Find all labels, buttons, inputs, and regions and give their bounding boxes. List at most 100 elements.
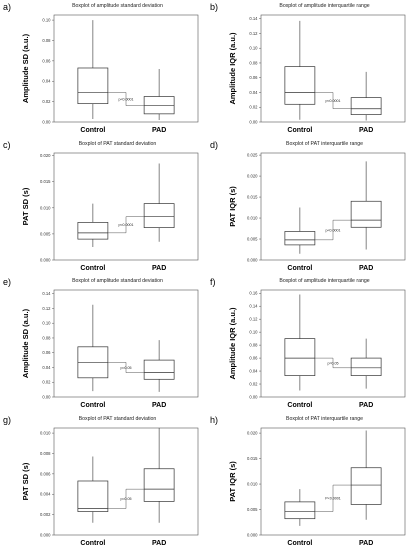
iqr-box	[77, 221, 109, 239]
y-axis-label: PAT SD (s)	[21, 462, 30, 500]
panel-h: h) Boxplot of PAT interquartile range 0.00…	[207, 413, 414, 550]
box-control	[77, 304, 109, 392]
y-tick-label: 0.010	[40, 430, 51, 435]
chart-title: Boxplot of amplitude standard deviation	[72, 278, 163, 284]
y-axis-label: Amplitude SD (a.u.)	[21, 308, 30, 378]
y-tick-label: 0.06	[42, 350, 51, 355]
box-control	[77, 20, 109, 119]
plot-frame	[260, 289, 406, 398]
plot-frame	[260, 427, 406, 535]
panel-label: h)	[210, 414, 219, 425]
panel-label: g)	[3, 414, 12, 425]
y-tick-label: 0.10	[249, 46, 258, 51]
y-tick-label: 0.015	[40, 179, 51, 184]
chart-title: Boxplot of PAT interquartile range	[286, 140, 363, 147]
y-tick-label: 0.12	[249, 31, 258, 36]
box-control	[284, 20, 316, 120]
y-tick-label: 0.08	[42, 38, 51, 43]
x-category-label: PAD	[359, 540, 373, 547]
y-tick-label: 0.02	[42, 380, 51, 385]
y-axis-label: PAT IQR (s)	[228, 460, 237, 501]
y-tick-label: 0.005	[247, 236, 258, 241]
p-value-annotation: p=0.05	[120, 366, 131, 370]
iqr-box	[350, 200, 382, 228]
boxplot-svg: 0.000 0.005 0.010 0.015 0.020 0.025 PAT IQR (s…	[228, 152, 406, 272]
y-tick-label: 0.015	[247, 456, 258, 461]
x-category-label: PAD	[359, 402, 373, 409]
panel-f: f) Boxplot of amplitude interquartile ran…	[207, 275, 414, 413]
y-tick-label: 0.000	[247, 532, 258, 537]
iqr-box	[284, 338, 316, 376]
x-category-label: Control	[287, 540, 312, 547]
plot-frame	[260, 14, 406, 123]
p-value-annotation: P<0.0001	[325, 496, 341, 500]
iqr-box	[143, 96, 175, 115]
y-tick-label: 0.000	[40, 257, 51, 262]
plot-frame	[53, 152, 199, 260]
panel-a: a) Boxplot of amplitude standard deviatio…	[0, 0, 207, 138]
iqr-box	[350, 466, 382, 505]
median-connector	[314, 484, 352, 512]
x-category-label: PAD	[359, 265, 373, 272]
y-axis-label: PAT IQR (s)	[228, 185, 237, 226]
y-tick-label: 0.006	[40, 471, 51, 476]
y-tick-label: 0.08	[249, 60, 258, 65]
panel-b: b) Boxplot of amplitude interquartile ran…	[207, 0, 414, 138]
y-axis-label: PAT SD (s)	[21, 187, 30, 225]
iqr-box	[284, 230, 316, 245]
iqr-box	[350, 357, 382, 376]
y-tick-label: 0.00	[249, 395, 258, 400]
p-value-annotation: p<0.0001	[325, 228, 340, 232]
y-tick-label: 0.010	[247, 215, 258, 220]
iqr-box	[284, 501, 316, 519]
iqr-box	[350, 97, 382, 115]
y-tick-label: 0.000	[40, 532, 51, 537]
y-tick-label: 0.14	[249, 16, 258, 21]
y-tick-label: 0.16	[249, 291, 258, 296]
boxplot-svg: 0.000 0.002 0.004 0.006 0.008 0.010 PAT SD (s)…	[21, 427, 199, 547]
y-tick-label: 0.004	[40, 491, 51, 496]
p-value-annotation: p<0.0001	[118, 97, 133, 101]
box-pad	[143, 162, 175, 242]
iqr-box	[284, 66, 316, 105]
y-tick-label: 0.005	[40, 231, 51, 236]
boxplot-svg: 0.00 0.02 0.04 0.06 0.08 0.10 0.12 0.14 Amplitud…	[228, 14, 406, 134]
box-pad	[350, 160, 382, 250]
box-control	[284, 207, 316, 254]
y-tick-label: 0.04	[42, 79, 51, 84]
x-category-label: PAD	[152, 402, 166, 409]
median-connector	[107, 488, 145, 509]
box-pad	[143, 69, 175, 120]
chart-title: Boxplot of PAT standard deviation	[78, 415, 157, 422]
box-pad	[350, 338, 382, 389]
p-value-annotation: p<0.0001	[325, 99, 340, 103]
boxplot-svg: 0.000 0.005 0.010 0.015 0.020 PAT IQR (s) Cont…	[228, 427, 406, 547]
y-tick-label: 0.04	[249, 90, 258, 95]
y-tick-label: 0.025	[247, 152, 258, 157]
y-tick-label: 0.00	[249, 120, 258, 125]
x-category-label: Control	[287, 127, 312, 134]
y-tick-label: 0.008	[40, 450, 51, 455]
y-tick-label: 0.02	[249, 105, 258, 110]
panel-label: e)	[3, 277, 12, 287]
boxplot-svg: 0.00 0.02 0.04 0.06 0.08 0.10 Amplitude SD (a.…	[21, 14, 199, 134]
iqr-box	[143, 202, 175, 228]
p-value-annotation: p=0.05	[120, 497, 131, 501]
boxplot-svg: 0.000 0.005 0.010 0.015 0.020 PAT SD (s) Contr…	[21, 152, 199, 272]
y-tick-label: 0.08	[249, 343, 258, 348]
y-tick-label: 0.00	[42, 120, 51, 125]
box-control	[77, 203, 109, 247]
y-axis-label: Amplitude IQR (a.u.)	[228, 307, 237, 380]
y-tick-label: 0.002	[40, 512, 51, 517]
y-tick-label: 0.04	[249, 369, 258, 374]
y-tick-label: 0.10	[42, 321, 51, 326]
y-tick-label: 0.12	[249, 317, 258, 322]
y-tick-label: 0.020	[40, 153, 51, 158]
panel-label: a)	[3, 2, 12, 12]
panel-label: f)	[210, 277, 216, 287]
box-control	[77, 456, 109, 523]
panel-d: d) Boxplot of PAT interquartile range 0.00…	[207, 138, 414, 276]
box-control	[284, 488, 316, 526]
plot-frame	[53, 427, 199, 535]
